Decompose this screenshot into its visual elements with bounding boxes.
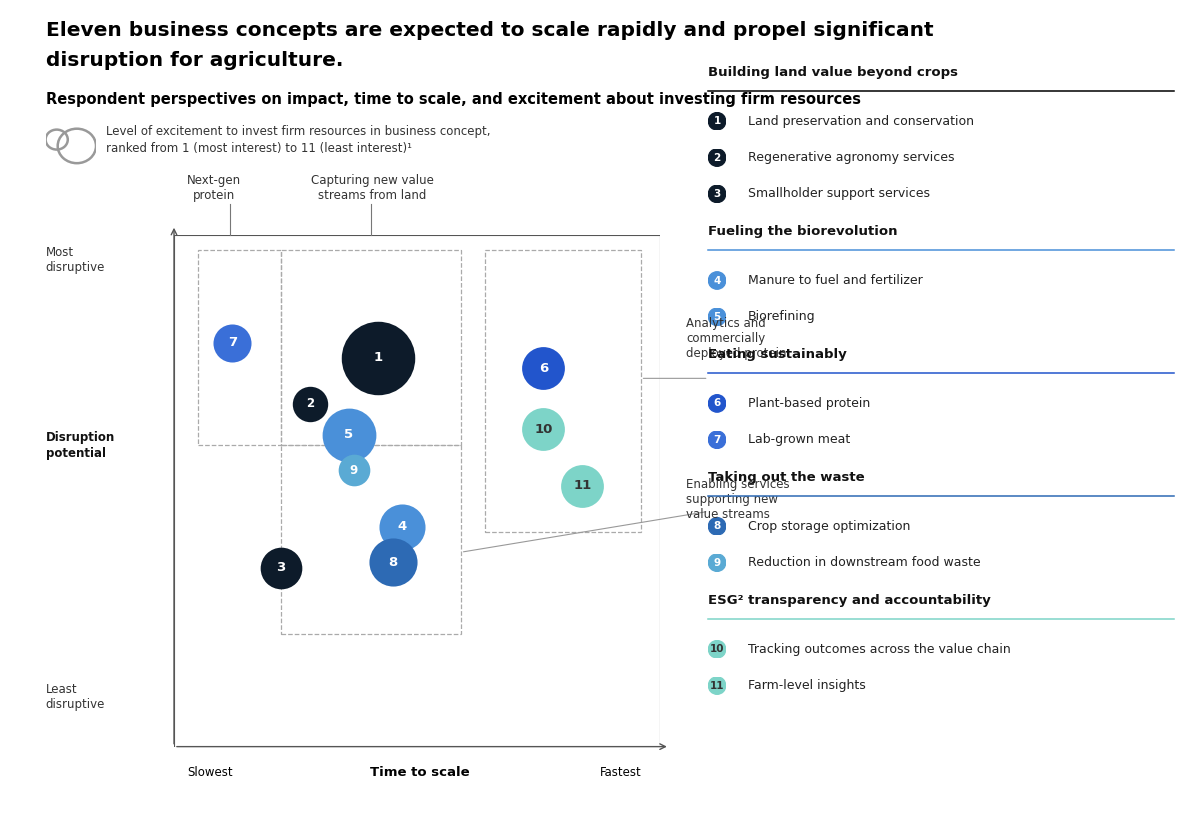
Bar [485,251,641,532]
Text: 7: 7 [713,435,721,445]
Circle shape [708,185,726,203]
Circle shape [708,271,726,290]
Point [300,398,319,411]
Text: 10: 10 [534,423,552,436]
Text: 11: 11 [574,479,592,493]
Point [344,464,364,477]
Text: Level of excitement to invest firm resources in business concept,: Level of excitement to invest firm resou… [106,125,490,139]
Text: Slowest: Slowest [187,766,233,779]
Text: ESG² transparency and accountability: ESG² transparency and accountability [708,594,991,607]
Text: Taking out the waste: Taking out the waste [708,471,865,484]
Circle shape [708,148,726,167]
Text: Eleven business concepts are expected to scale rapidly and propel significant: Eleven business concepts are expected to… [46,21,934,40]
Text: Plant-based protein: Plant-based protein [748,397,870,410]
Point [340,428,359,441]
Text: Regenerative agronomy services: Regenerative agronomy services [748,151,954,164]
Bar [281,445,461,634]
Point [534,361,553,375]
Text: Fueling the biorevolution: Fueling the biorevolution [708,225,898,238]
Point [271,561,290,574]
Text: 6: 6 [714,398,721,408]
Text: Eating sustainably: Eating sustainably [708,348,847,361]
Text: 5: 5 [344,428,354,441]
Circle shape [708,308,726,326]
Circle shape [708,394,726,412]
Text: ranked from 1 (most interest) to 11 (least interest)¹: ranked from 1 (most interest) to 11 (lea… [106,142,412,155]
Text: Disruption
potential: Disruption potential [46,431,115,460]
Text: Least
disruptive: Least disruptive [46,683,104,711]
Text: 1: 1 [714,116,721,126]
Circle shape [708,640,726,658]
Text: 2: 2 [714,153,721,163]
Point [392,520,412,533]
Text: 6: 6 [539,361,548,375]
Text: 9: 9 [714,558,721,568]
Text: Biorefining: Biorefining [748,310,815,323]
Text: Most
disruptive: Most disruptive [46,246,104,274]
Circle shape [708,676,726,695]
Text: Enabling services
supporting new
value streams: Enabling services supporting new value s… [686,478,790,521]
Text: Time to scale: Time to scale [370,766,470,779]
Point [383,556,402,569]
Text: Tracking outcomes across the value chain: Tracking outcomes across the value chain [748,643,1010,656]
Text: 10: 10 [710,644,725,654]
Text: Smallholder support services: Smallholder support services [748,187,930,200]
Text: Land preservation and conservation: Land preservation and conservation [748,115,973,128]
Text: 9: 9 [349,464,358,477]
Text: Fastest: Fastest [600,766,641,779]
Text: 3: 3 [276,561,286,574]
Text: 11: 11 [710,681,725,691]
Bar [198,251,281,445]
Text: 4: 4 [713,276,721,285]
Text: Reduction in downstream food waste: Reduction in downstream food waste [748,556,980,569]
Text: disruption for agriculture.: disruption for agriculture. [46,51,343,70]
Text: Respondent perspectives on impact, time to scale, and excitement about investing: Respondent perspectives on impact, time … [46,92,860,107]
Circle shape [708,554,726,572]
Circle shape [708,431,726,449]
Text: 2: 2 [306,398,314,410]
Text: 3: 3 [714,189,721,199]
Text: 1: 1 [373,351,383,365]
Point [572,479,592,493]
Text: 5: 5 [714,312,721,322]
Point [223,336,242,349]
Point [534,423,553,436]
Text: Farm-level insights: Farm-level insights [748,679,865,692]
Point [368,351,388,365]
Text: Building land value beyond crops: Building land value beyond crops [708,66,958,79]
Circle shape [708,517,726,535]
Bar [281,251,461,445]
Text: Analytics and
commercially
deployed protein: Analytics and commercially deployed prot… [686,317,787,360]
Text: Lab-grown meat: Lab-grown meat [748,433,850,446]
Text: Crop storage optimization: Crop storage optimization [748,520,910,533]
Text: Manure to fuel and fertilizer: Manure to fuel and fertilizer [748,274,923,287]
Text: Next-gen
protein: Next-gen protein [186,174,241,202]
Text: Capturing new value
streams from land: Capturing new value streams from land [311,174,433,202]
Text: 8: 8 [714,521,721,531]
Text: 8: 8 [388,556,397,569]
Circle shape [708,112,726,130]
Text: 7: 7 [228,336,236,349]
Text: 4: 4 [397,521,407,533]
